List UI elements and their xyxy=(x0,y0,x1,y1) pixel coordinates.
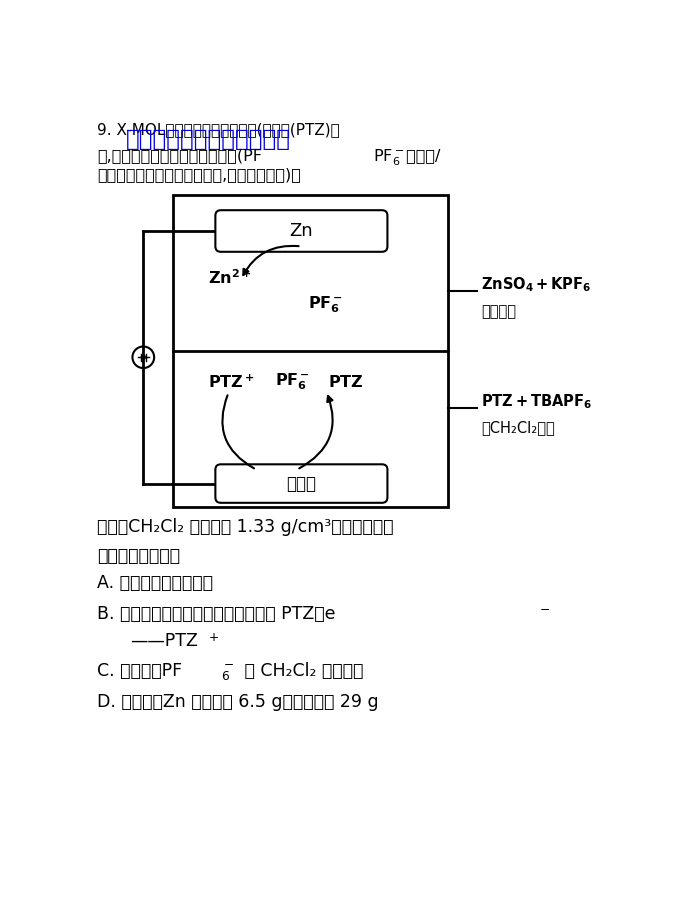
Text: $\mathregular{PF_6^-}$: $\mathregular{PF_6^-}$ xyxy=(372,148,404,168)
Text: Zn: Zn xyxy=(290,222,313,240)
Text: 由 CH₂Cl₂ 移向水层: 由 CH₂Cl₂ 移向水层 xyxy=(239,663,363,680)
Text: C. 放电时，PF: C. 放电时，PF xyxy=(97,663,182,680)
Circle shape xyxy=(141,355,146,360)
Text: $\mathbf{Zn^{2+}}$: $\mathbf{Zn^{2+}}$ xyxy=(208,268,251,286)
Text: 的CH₂Cl₂溶液: 的CH₂Cl₂溶液 xyxy=(481,420,555,435)
Text: B. 充电时，石墨毡上的电极反应式为 PTZ－e: B. 充电时，石墨毡上的电极反应式为 PTZ－e xyxy=(97,605,335,623)
Text: $^{+}$: $^{+}$ xyxy=(208,632,218,650)
FancyBboxPatch shape xyxy=(216,465,387,503)
Text: 已知：CH₂Cl₂ 的密度为 1.33 g/cm³，难溶于水。: 已知：CH₂Cl₂ 的密度为 1.33 g/cm³，难溶于水。 xyxy=(97,518,393,536)
Text: 石墨毡: 石墨毡 xyxy=(286,475,316,492)
Text: $\mathbf{PTZ+TBAPF_6}$: $\mathbf{PTZ+TBAPF_6}$ xyxy=(481,393,592,411)
Text: 微信公众号关注：趣找答案: 微信公众号关注：趣找答案 xyxy=(126,128,291,151)
Text: $\mathbf{PF_6^-}$: $\mathbf{PF_6^-}$ xyxy=(275,371,310,392)
Text: 非水系电解液界面上来回穿梭,维持电荷守恒)。: 非水系电解液界面上来回穿梭,维持电荷守恒)。 xyxy=(97,167,301,182)
FancyBboxPatch shape xyxy=(216,211,387,251)
Text: $\mathbf{PF_6^-}$: $\mathbf{PF_6^-}$ xyxy=(309,295,344,315)
Text: 9. X-MOL报道了一种两相无膜锇(份噻嗪(PTZ)电: 9. X-MOL报道了一种两相无膜锇(份噻嗪(PTZ)电 xyxy=(97,122,340,137)
Text: $_6^-$: $_6^-$ xyxy=(220,663,234,683)
Text: $^{-}$: $^{-}$ xyxy=(538,605,550,623)
Text: 池,其放电时的工作原理如图所示(PF: 池,其放电时的工作原理如图所示(PF xyxy=(97,148,262,163)
Text: 下列说法错误的是: 下列说法错误的是 xyxy=(97,547,180,565)
Bar xyxy=(173,195,448,506)
Text: ——PTZ: ——PTZ xyxy=(130,632,198,650)
Text: $\mathbf{PTZ}$: $\mathbf{PTZ}$ xyxy=(328,374,363,390)
Text: 的水溶液: 的水溶液 xyxy=(481,304,516,319)
Text: $\mathbf{PTZ^+}$: $\mathbf{PTZ^+}$ xyxy=(208,373,254,391)
Text: $\mathbf{ZnSO_4+KPF_6}$: $\mathbf{ZnSO_4+KPF_6}$ xyxy=(481,275,592,294)
Text: D. 放电时，Zn 板每减轻 6.5 g，水层增重 29 g: D. 放电时，Zn 板每减轻 6.5 g，水层增重 29 g xyxy=(97,693,379,711)
Text: 在水系/: 在水系/ xyxy=(401,148,441,163)
Text: A. 电池使用时不能倒置: A. 电池使用时不能倒置 xyxy=(97,575,213,592)
